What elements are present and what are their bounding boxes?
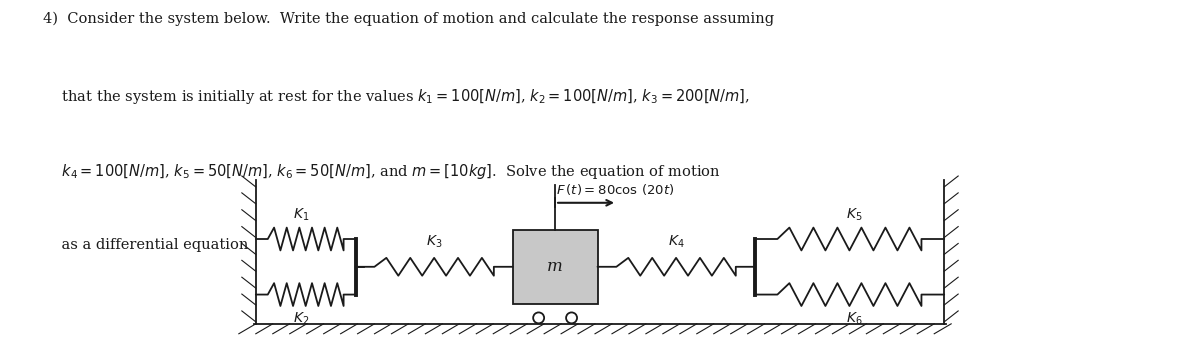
Text: $K_2$: $K_2$ (293, 311, 308, 327)
Circle shape (533, 312, 544, 323)
Text: m: m (547, 258, 563, 275)
Text: $K_3$: $K_3$ (426, 234, 443, 250)
Text: $k_4 = 100[N/m]$, $k_5 = 50[N/m]$, $k_6 = 50[N/m]$, and $m = [10kg]$.  Solve the: $k_4 = 100[N/m]$, $k_5 = 50[N/m]$, $k_6 … (43, 162, 721, 181)
Text: $K_4$: $K_4$ (667, 234, 684, 250)
Text: $K_1$: $K_1$ (293, 206, 308, 223)
Text: $K_6$: $K_6$ (846, 311, 863, 327)
Text: 4)  Consider the system below.  Write the equation of motion and calculate the r: 4) Consider the system below. Write the … (43, 12, 774, 26)
Bar (512, 229, 598, 304)
Text: $F\,(t) = 80\cos\,(20t)$: $F\,(t) = 80\cos\,(20t)$ (556, 183, 674, 197)
Text: that the system is initially at rest for the values $k_1 = 100[N/m]$, $k_2 = 100: that the system is initially at rest for… (43, 87, 750, 106)
Text: $K_5$: $K_5$ (846, 206, 863, 223)
Circle shape (566, 312, 577, 323)
Text: as a differential equation: as a differential equation (43, 238, 248, 252)
